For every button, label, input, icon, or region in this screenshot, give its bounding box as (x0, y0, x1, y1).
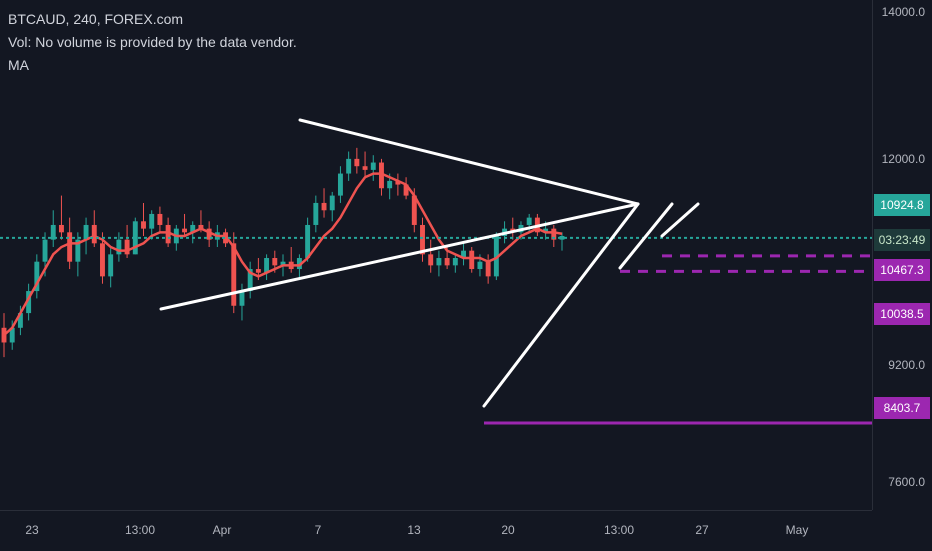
triangle-lower-trendline (159, 202, 640, 311)
candle-body (444, 258, 450, 266)
candle-body (452, 258, 458, 266)
candle-body (395, 180, 401, 185)
candle-body (91, 224, 97, 244)
candle-body (321, 202, 327, 211)
candle-body (420, 224, 425, 255)
candle-body (26, 291, 32, 314)
candle-body (346, 158, 352, 174)
candle-body (157, 213, 163, 225)
candle-body (370, 162, 376, 170)
candle-body (34, 261, 40, 292)
chart-canvas[interactable] (0, 0, 872, 510)
time-axis[interactable]: 23 13:00 Apr 7 13 20 13:00 27 May (0, 510, 872, 551)
candle-body (124, 239, 130, 255)
symbol-title[interactable]: BTCAUD, 240, FOREX.com (8, 11, 184, 27)
price-tick-label: 12000.0 (881, 151, 925, 166)
candle-body (108, 254, 114, 277)
candle-body (559, 235, 565, 240)
candle-body (239, 291, 245, 306)
time-tick-label: 23 (25, 523, 39, 537)
candle-body (526, 217, 532, 225)
candle-body (354, 158, 360, 167)
candle-body (247, 269, 253, 292)
candle-body (231, 243, 237, 306)
volume-note: Vol: No volume is provided by the data v… (8, 34, 297, 50)
candle-body (551, 228, 557, 240)
price-tag-target: 8403.7 (874, 397, 930, 419)
candle-body (206, 228, 212, 240)
candle-body (75, 239, 81, 262)
chart-legend: BTCAUD, 240, FOREX.com Vol: No volume is… (8, 8, 297, 77)
candle-body (9, 327, 15, 343)
candle-body (198, 224, 204, 229)
candle-body (305, 224, 311, 259)
time-tick-label: 13:00 (124, 523, 156, 537)
candle-body (477, 261, 483, 270)
projection-line (618, 202, 674, 270)
candle-body (493, 235, 499, 277)
candle-body (50, 224, 56, 240)
candle-body (313, 202, 319, 225)
candle-body (264, 258, 270, 273)
candle-body (379, 162, 384, 189)
price-tag-level: 10038.5 (874, 303, 930, 325)
candle-body (272, 258, 278, 266)
candle-body (58, 224, 64, 233)
time-tick-label: Apr (212, 523, 232, 537)
candle-body (461, 250, 466, 259)
candle-body (296, 258, 302, 270)
projection-line (660, 202, 700, 238)
candle-body (428, 254, 434, 266)
candle-body (17, 313, 23, 328)
time-tick-label: 13:00 (603, 523, 635, 537)
candle-body (337, 173, 343, 196)
triangle-upper-trendline (298, 118, 640, 206)
candle-body (116, 239, 122, 255)
price-tick-label: 14000.0 (881, 5, 925, 19)
candle-body (149, 213, 155, 229)
candle-body (141, 221, 146, 229)
price-tick-label: 7600.0 (888, 475, 925, 489)
candle-body (329, 195, 335, 211)
projection-line (482, 202, 640, 408)
time-tick-label: May (785, 523, 809, 537)
candle-body (387, 180, 393, 189)
time-tick-label: 7 (314, 523, 322, 537)
time-tick-label: 13 (407, 523, 421, 537)
candle-body (362, 166, 368, 170)
chart-area[interactable] (0, 0, 872, 510)
candle-body (543, 228, 549, 233)
candle-body (190, 224, 196, 233)
candle-body (83, 224, 89, 240)
price-tag-bar-countdown: 03:23:49 (874, 229, 930, 251)
candle-body (182, 228, 187, 233)
candle-body (255, 269, 261, 273)
candle-body (280, 261, 286, 266)
time-tick-label: 27 (695, 523, 709, 537)
candle-body (132, 221, 138, 255)
candle-body (100, 243, 105, 277)
price-axis[interactable]: 14000.0 12000.0 9200.0 7600.0 10924.8 03:23:4… (872, 0, 932, 510)
time-tick-label: 20 (501, 523, 515, 537)
candle-body (67, 232, 73, 262)
indicator-label[interactable]: MA (8, 57, 29, 73)
candle-body (436, 258, 442, 266)
candle-body (403, 184, 409, 196)
candle-body (42, 239, 48, 262)
price-tick-label: 9200.0 (888, 357, 925, 372)
candle-body (411, 195, 417, 225)
price-tag-level: 10467.3 (874, 259, 930, 281)
price-tag-last-price: 10924.8 (874, 194, 930, 216)
candle-body (469, 250, 475, 270)
candle-body (485, 261, 491, 277)
candle-body (165, 224, 171, 244)
